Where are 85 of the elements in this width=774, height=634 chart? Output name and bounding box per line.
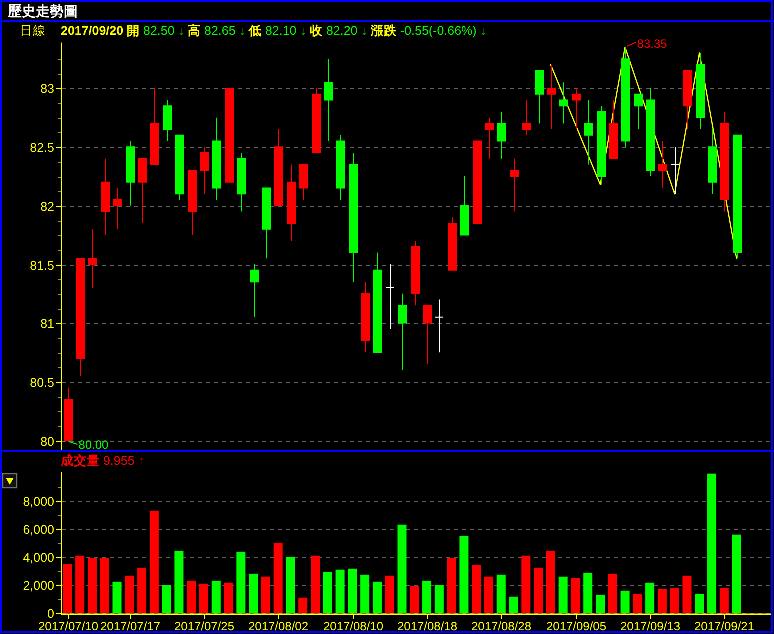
bar <box>584 572 593 614</box>
bar <box>509 596 518 614</box>
bar <box>633 594 642 614</box>
bar <box>348 568 358 614</box>
bar <box>422 580 432 614</box>
x-tick-label: 2017/08/18 <box>397 620 458 634</box>
bar <box>162 585 172 614</box>
bar <box>522 556 531 614</box>
x-tick-label: 2017/08/10 <box>323 620 384 634</box>
bar <box>360 574 370 614</box>
y-tick-label: 0 <box>48 607 55 621</box>
bar <box>150 510 159 614</box>
note-low: 80.00 <box>68 438 109 452</box>
chart-title: 成交量 9,955 ↑ <box>60 453 144 468</box>
bar <box>112 582 122 614</box>
x-tick-label: 2017/08/28 <box>471 620 532 634</box>
y-tick-label: 8,000 <box>23 495 55 509</box>
y-tick-label: 80 <box>40 435 55 449</box>
text: 2017/09/20 開 82.50 ↓ 高 82.65 ↓ 低 82.10 ↓ 收 82.20 ↓ 漲跌 -0.55(-0.66%) ↓ <box>61 24 487 38</box>
bar <box>460 536 469 614</box>
bar <box>212 580 221 614</box>
bar <box>336 570 345 614</box>
bar <box>398 524 407 614</box>
bar <box>76 556 85 614</box>
bar <box>385 576 394 614</box>
bar <box>608 574 618 614</box>
bar <box>236 552 246 614</box>
x-tick-label: 2017/08/02 <box>248 620 309 634</box>
bar <box>534 568 544 614</box>
bar <box>720 588 729 614</box>
y-tick-label: 82.5 <box>30 141 55 155</box>
bar <box>571 578 580 614</box>
chart-title: 歷史走勢圖 <box>7 3 78 19</box>
y-tick-label: 80.5 <box>30 376 55 390</box>
bar <box>410 586 420 614</box>
bar <box>434 585 444 614</box>
bar <box>658 588 667 614</box>
annotation: 80.00 <box>78 438 110 452</box>
bar <box>596 594 606 614</box>
bar <box>286 556 296 614</box>
bar <box>620 590 630 614</box>
bar <box>174 550 184 614</box>
bar <box>138 568 147 614</box>
bar <box>695 594 704 614</box>
bar <box>88 558 97 614</box>
bar <box>63 564 72 614</box>
bar <box>496 574 506 614</box>
x-tick-label: 2017/09/05 <box>546 620 607 634</box>
x-tick-label: 2017/07/25 <box>174 620 235 634</box>
bar <box>670 588 680 614</box>
y-tick-label: 2,000 <box>23 579 55 593</box>
bar <box>224 582 234 614</box>
x-tick-label: 2017/07/17 <box>100 620 161 634</box>
y-tick-label: 81 <box>40 317 55 331</box>
bar <box>311 556 320 614</box>
bar <box>372 582 382 614</box>
bar <box>708 474 717 614</box>
bar <box>274 542 283 614</box>
y-tick-label: 81.5 <box>30 259 55 273</box>
x-tick-label: 2017/09/21 <box>694 620 755 634</box>
bar <box>125 576 134 614</box>
bar <box>100 558 110 614</box>
bar <box>732 534 742 614</box>
y-tick-label: 6,000 <box>23 523 55 537</box>
y-tick-label: 83 <box>40 82 55 96</box>
annotation: 83.35 <box>637 36 668 51</box>
bar <box>558 576 568 614</box>
bar <box>249 574 258 614</box>
bar <box>187 580 196 614</box>
bar <box>546 550 556 614</box>
x-tick-label: 2017/09/13 <box>620 620 681 634</box>
y-tick-label: 4,000 <box>23 551 55 565</box>
bar <box>199 584 208 614</box>
bar <box>472 564 482 614</box>
note-high: 83.35 <box>626 36 668 51</box>
bar <box>646 582 655 614</box>
y-tick-label: 82 <box>40 200 55 214</box>
bar <box>261 576 270 614</box>
chart-subtitle: 日線 <box>20 24 46 38</box>
bar <box>447 558 456 614</box>
x-tick-label: 2017/07/10 <box>38 620 99 634</box>
bar <box>484 576 494 614</box>
bar <box>323 572 332 614</box>
bar <box>682 576 692 614</box>
bar <box>298 598 308 614</box>
